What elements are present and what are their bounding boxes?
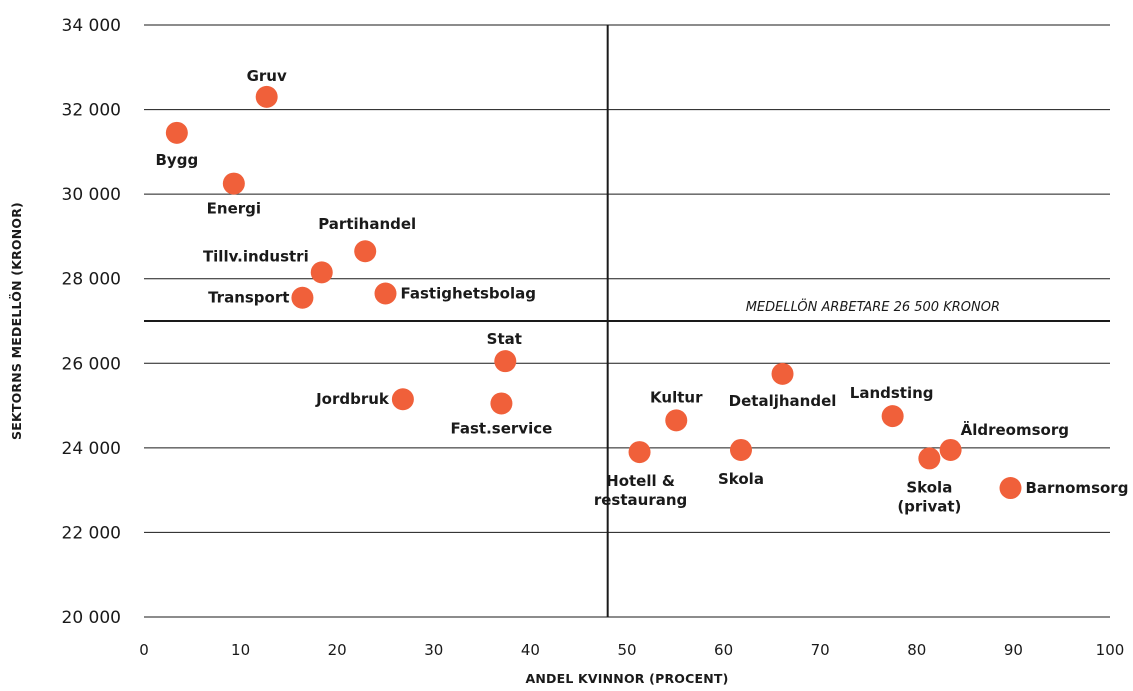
x-tick-label: 100 [1096, 641, 1125, 659]
y-tick-label: 32 000 [62, 101, 121, 121]
y-tick-label: 22 000 [62, 523, 121, 543]
data-point [628, 441, 651, 464]
y-tick-label: 30 000 [62, 185, 121, 205]
y-tick-label: 26 000 [62, 354, 121, 374]
data-point [291, 286, 314, 309]
data-point [255, 85, 278, 108]
data-point [354, 240, 377, 263]
point-label: Fastighetsbolag [401, 285, 536, 303]
point-label: Bygg [156, 151, 199, 169]
y-tick-label: 28 000 [62, 270, 121, 290]
point-label: Jordbruk [315, 390, 390, 408]
data-points [165, 85, 1022, 500]
y-axis-title: SEKTORNS MEDELLÖN (KRONOR) [9, 202, 24, 440]
x-tick-label: 30 [424, 641, 443, 659]
data-point [939, 438, 962, 461]
y-tick-label: 24 000 [62, 439, 121, 459]
data-point [729, 438, 752, 461]
grid-layer [144, 24, 1110, 618]
data-point [310, 261, 333, 284]
x-tick-label: 60 [714, 641, 733, 659]
data-point [374, 282, 397, 305]
x-tick-label: 0 [139, 641, 149, 659]
point-label: Hotell & restaurang [594, 472, 687, 509]
data-point [222, 172, 245, 195]
point-labels: Gruv Bygg Energi Partihandel Tillv.industri T… [156, 67, 1129, 516]
data-point [490, 392, 513, 415]
x-tick-label: 50 [617, 641, 636, 659]
data-point [391, 388, 414, 411]
x-tick-label: 80 [907, 641, 926, 659]
y-tick-label: 34 000 [62, 16, 121, 36]
x-tick-label: 20 [328, 641, 347, 659]
data-point [999, 477, 1022, 500]
point-label: Skola [718, 470, 764, 488]
data-point [918, 447, 941, 470]
x-tick-label: 90 [1004, 641, 1023, 659]
x-tick-labels: 0 10 20 30 40 50 60 70 80 90 100 [139, 641, 1124, 659]
data-point [771, 362, 794, 385]
y-tick-label: 20 000 [62, 608, 121, 628]
y-tick-labels: 20 000 22 000 24 000 26 000 28 000 30 000 32 0… [62, 16, 121, 628]
data-point [494, 350, 517, 373]
point-label: Barnomsorg [1026, 479, 1129, 497]
point-label: Kultur [650, 388, 703, 406]
point-label: Gruv [247, 67, 287, 85]
point-label: Detaljhandel [729, 392, 837, 410]
point-label: Energi [207, 200, 261, 218]
x-axis-title: ANDEL KVINNOR (PROCENT) [525, 671, 728, 686]
data-point [165, 121, 188, 144]
point-label: Partihandel [318, 215, 416, 233]
reference-line-label: MEDELLÖN ARBETARE 26 500 KRONOR [746, 298, 1000, 315]
data-point [881, 405, 904, 428]
point-label: Tillv.industri [203, 247, 309, 265]
x-tick-label: 40 [521, 641, 540, 659]
point-label: Transport [208, 289, 289, 307]
x-tick-label: 70 [811, 641, 830, 659]
x-tick-label: 10 [231, 641, 250, 659]
point-label: Stat [487, 330, 522, 348]
point-label: Fast.service [451, 419, 553, 437]
reference-lines [144, 25, 1110, 617]
point-label: Skola (privat) [897, 478, 961, 515]
data-point [665, 409, 688, 432]
point-label: Landsting [850, 384, 934, 402]
point-label: Äldreomsorg [961, 420, 1069, 439]
